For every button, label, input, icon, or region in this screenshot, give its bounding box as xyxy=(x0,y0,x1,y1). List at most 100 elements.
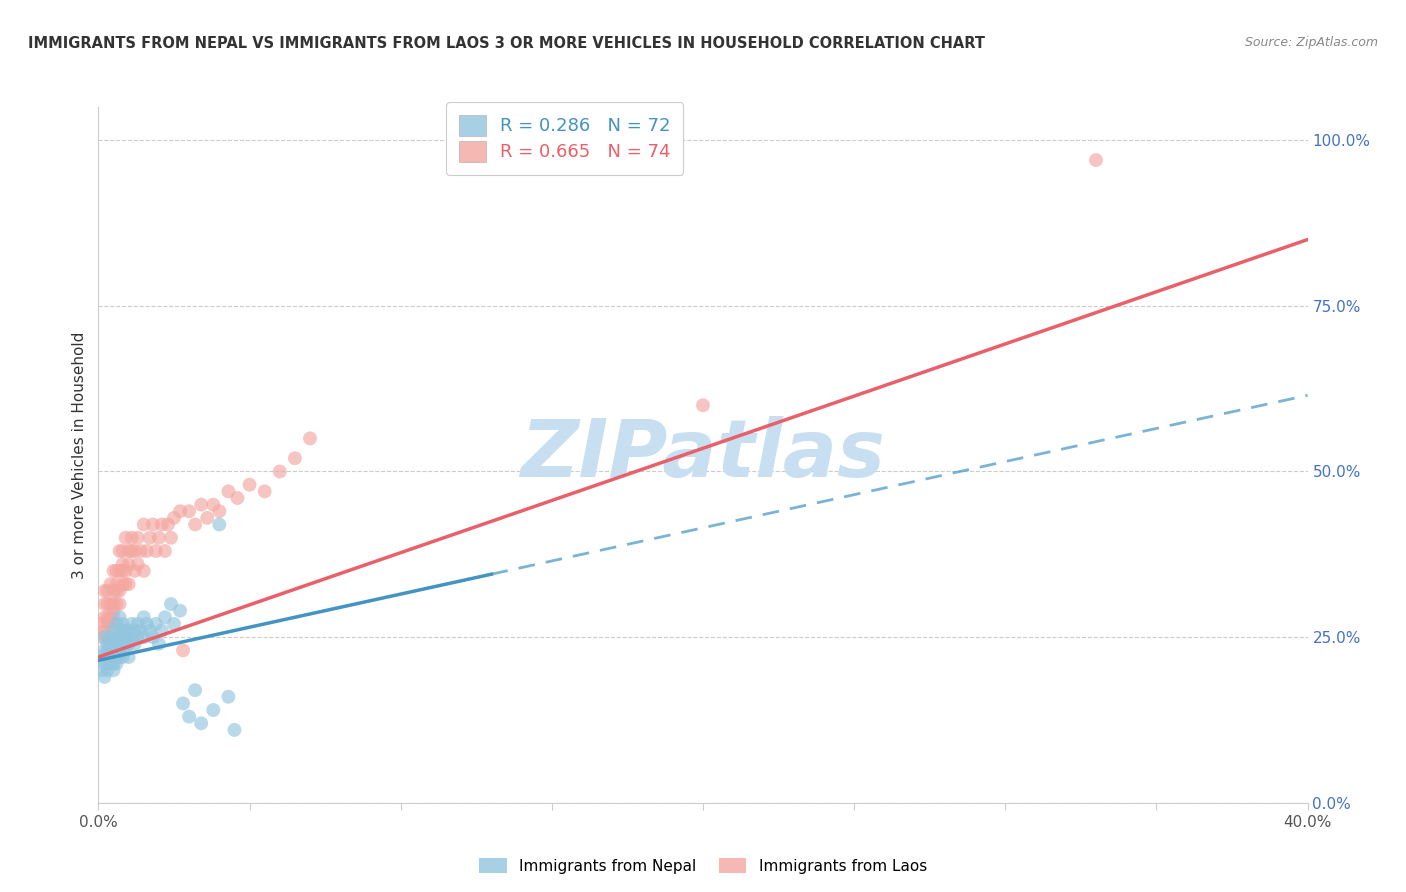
Point xyxy=(121,531,143,545)
Point xyxy=(1085,153,1108,167)
Point xyxy=(108,597,131,611)
Point xyxy=(103,604,125,618)
Point xyxy=(105,577,128,591)
Point xyxy=(132,610,155,624)
Point xyxy=(105,564,128,578)
Point xyxy=(90,616,112,631)
Point xyxy=(105,630,128,644)
Point xyxy=(111,637,134,651)
Point xyxy=(195,511,218,525)
Point xyxy=(142,630,165,644)
Point xyxy=(111,616,134,631)
Point xyxy=(100,643,122,657)
Point xyxy=(93,610,115,624)
Point xyxy=(96,610,118,624)
Point xyxy=(108,564,131,578)
Point xyxy=(139,531,162,545)
Point xyxy=(148,531,170,545)
Point xyxy=(202,703,225,717)
Point xyxy=(145,616,167,631)
Point xyxy=(105,616,128,631)
Point xyxy=(150,517,173,532)
Point xyxy=(163,511,186,525)
Y-axis label: 3 or more Vehicles in Household: 3 or more Vehicles in Household xyxy=(72,331,87,579)
Point xyxy=(253,484,276,499)
Point xyxy=(208,504,231,518)
Point xyxy=(103,564,125,578)
Point xyxy=(96,630,118,644)
Point xyxy=(118,558,141,572)
Point xyxy=(239,477,262,491)
Point xyxy=(93,657,115,671)
Point xyxy=(160,597,183,611)
Point xyxy=(105,583,128,598)
Point xyxy=(124,637,146,651)
Point xyxy=(96,663,118,677)
Point xyxy=(108,610,131,624)
Point xyxy=(108,643,131,657)
Point xyxy=(132,564,155,578)
Point xyxy=(111,624,134,638)
Legend: Immigrants from Nepal, Immigrants from Laos: Immigrants from Nepal, Immigrants from L… xyxy=(472,852,934,880)
Point xyxy=(121,630,143,644)
Point xyxy=(127,616,149,631)
Point xyxy=(114,577,136,591)
Point xyxy=(202,498,225,512)
Point xyxy=(179,504,201,518)
Point xyxy=(148,637,170,651)
Point xyxy=(105,597,128,611)
Point xyxy=(96,583,118,598)
Point xyxy=(100,657,122,671)
Point xyxy=(135,616,157,631)
Point xyxy=(93,630,115,644)
Point xyxy=(169,604,191,618)
Point xyxy=(103,610,125,624)
Point xyxy=(103,583,125,598)
Point xyxy=(100,616,122,631)
Point xyxy=(118,637,141,651)
Point xyxy=(208,517,231,532)
Point xyxy=(118,544,141,558)
Point xyxy=(105,643,128,657)
Point xyxy=(96,637,118,651)
Point xyxy=(90,650,112,665)
Point xyxy=(184,517,207,532)
Point xyxy=(103,663,125,677)
Point xyxy=(118,650,141,665)
Text: IMMIGRANTS FROM NEPAL VS IMMIGRANTS FROM LAOS 3 OR MORE VEHICLES IN HOUSEHOLD CO: IMMIGRANTS FROM NEPAL VS IMMIGRANTS FROM… xyxy=(28,36,986,51)
Point xyxy=(127,558,149,572)
Point xyxy=(96,650,118,665)
Point xyxy=(96,597,118,611)
Point xyxy=(172,643,194,657)
Point xyxy=(145,544,167,558)
Point xyxy=(692,398,714,412)
Point xyxy=(184,683,207,698)
Point xyxy=(156,517,179,532)
Point xyxy=(142,517,165,532)
Point xyxy=(121,544,143,558)
Point xyxy=(90,630,112,644)
Point xyxy=(103,624,125,638)
Point xyxy=(105,650,128,665)
Point xyxy=(153,544,176,558)
Point xyxy=(100,597,122,611)
Point xyxy=(118,577,141,591)
Point xyxy=(103,643,125,657)
Point xyxy=(111,650,134,665)
Point xyxy=(124,564,146,578)
Point xyxy=(190,498,212,512)
Point xyxy=(103,637,125,651)
Point xyxy=(114,643,136,657)
Point xyxy=(103,650,125,665)
Point xyxy=(114,564,136,578)
Point xyxy=(100,610,122,624)
Text: Source: ZipAtlas.com: Source: ZipAtlas.com xyxy=(1244,36,1378,49)
Point xyxy=(111,558,134,572)
Point xyxy=(111,630,134,644)
Point xyxy=(114,630,136,644)
Point xyxy=(132,517,155,532)
Point xyxy=(121,616,143,631)
Point xyxy=(179,709,201,723)
Point xyxy=(93,597,115,611)
Point xyxy=(284,451,307,466)
